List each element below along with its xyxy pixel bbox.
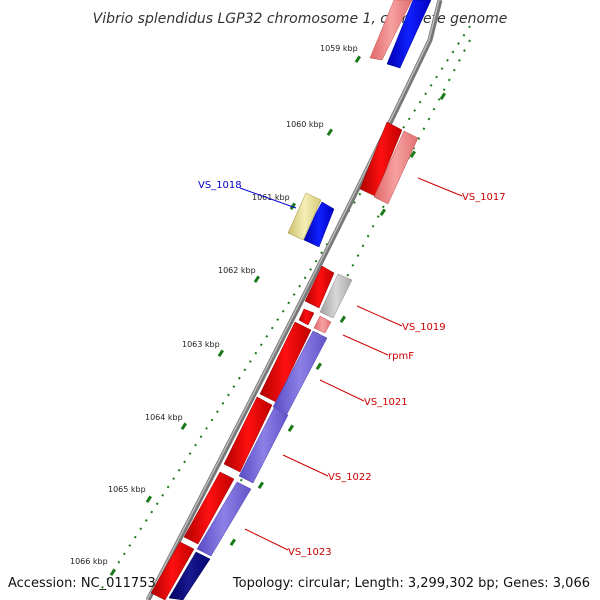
tick-label: 1065 kbp: [108, 485, 146, 494]
gene-red-feature[interactable]: [304, 265, 335, 309]
leader-line: [319, 379, 365, 402]
gene-rpmf[interactable]: [313, 315, 332, 334]
tick-label: 1060 kbp: [286, 120, 324, 129]
gene-red-feature[interactable]: [183, 471, 235, 545]
gene-label[interactable]: VS_1023: [288, 547, 332, 558]
leader-line: [417, 177, 463, 197]
gene-red-feature[interactable]: [223, 396, 273, 473]
gene-label[interactable]: VS_1017: [462, 192, 506, 203]
tick-label: 1064 kbp: [145, 413, 183, 422]
tick-mark: [145, 495, 153, 504]
gene-yellow-feature[interactable]: [287, 192, 322, 241]
accession-text: Accession: NC_011753: [8, 576, 156, 591]
gene-feature[interactable]: [369, 0, 413, 61]
tick-label: 1063 kbp: [182, 340, 220, 349]
gene-vs-1023[interactable]: [196, 481, 252, 557]
gene-feature[interactable]: [386, 0, 432, 69]
gene-label[interactable]: VS_1021: [364, 397, 408, 408]
tick-mark: [253, 275, 261, 284]
gene-small-red[interactable]: [298, 308, 315, 326]
tick-marks: [109, 55, 447, 577]
leader-line: [282, 454, 329, 477]
tick-mark: [109, 568, 117, 577]
gene-label[interactable]: VS_1018: [198, 180, 242, 191]
leader-line: [342, 334, 389, 356]
leader-line: [244, 528, 289, 551]
tick-mark: [289, 202, 297, 211]
gene-label[interactable]: VS_1022: [328, 472, 372, 483]
tick-label: 1062 kbp: [218, 266, 256, 275]
tick-mark: [217, 349, 225, 358]
tick-mark: [326, 128, 334, 137]
gene-vs-1017[interactable]: [373, 130, 419, 205]
tick-label: 1061 kbp: [252, 193, 290, 202]
gene-vs-1022[interactable]: [238, 407, 289, 484]
tick-mark: [180, 422, 188, 431]
gene-label[interactable]: VS_1019: [402, 322, 446, 333]
gene-vs-1019[interactable]: [319, 273, 353, 319]
ruler-dotted-line: [101, 25, 471, 589]
gene-vs-1021[interactable]: [272, 330, 328, 415]
gene-vs-1018[interactable]: [303, 201, 335, 248]
genome-backbone: [145, 0, 443, 600]
leader-line: [356, 305, 403, 327]
tick-label: 1066 kbp: [70, 557, 108, 566]
gene-red-feature[interactable]: [150, 541, 195, 600]
map-title: Vibrio splendidus LGP32 chromosome 1, co…: [93, 11, 508, 27]
genome-summary-text: Topology: circular; Length: 3,299,302 bp…: [232, 576, 590, 591]
tick-label: 1059 kbp: [320, 44, 358, 53]
gene-navy-feature[interactable]: [168, 551, 211, 600]
tick-mark: [354, 55, 362, 64]
leader-line: [239, 187, 297, 209]
gene-label[interactable]: rpmF: [388, 351, 414, 362]
